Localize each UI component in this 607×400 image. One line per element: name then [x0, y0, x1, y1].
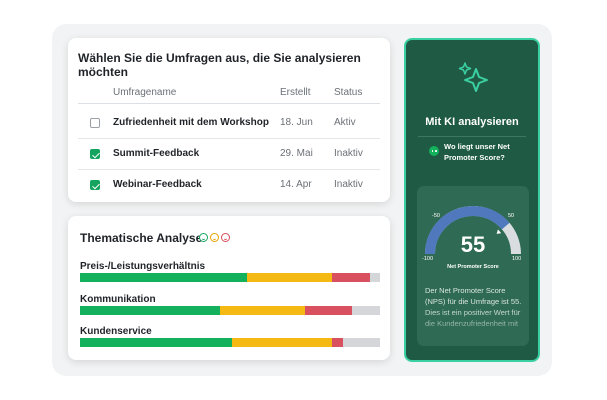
sentiment-bar	[80, 273, 380, 282]
column-header-created[interactable]: Erstellt	[280, 87, 311, 98]
gauge-tick-label: 50	[508, 213, 514, 219]
ai-panel-title: Mit KI analysieren	[425, 116, 519, 128]
thematic-analysis-title: Thematische Analyse	[80, 231, 203, 245]
negative-segment	[305, 306, 352, 315]
survey-selection-title: Wählen Sie die Umfragen aus, die Sie ana…	[78, 51, 361, 79]
survey-row[interactable]: Zufriedenheit mit dem Workshop 18. Jun A…	[78, 108, 380, 139]
positive-face-icon	[199, 233, 208, 242]
gauge-marker	[496, 229, 502, 234]
text-fade	[417, 308, 529, 346]
survey-status: Inaktiv	[334, 148, 363, 159]
neutral-segment	[231, 338, 332, 347]
column-header-status[interactable]: Status	[334, 87, 363, 98]
positive-segment	[80, 338, 232, 347]
sparkle-icon	[458, 62, 488, 92]
negative-face-icon	[221, 233, 230, 242]
ai-analysis-panel: Mit KI analysieren Wo liegt unser Net Pr…	[404, 38, 540, 362]
survey-name: Summit-Feedback	[113, 148, 200, 159]
topic-label: Kommunikation	[80, 294, 156, 305]
survey-status: Aktiv	[334, 117, 356, 128]
nps-gauge: -50 50 -100 100	[422, 206, 521, 262]
survey-row[interactable]: Webinar-Feedback 14. Apr Inaktiv	[78, 170, 380, 201]
gauge-fill	[425, 206, 510, 255]
negative-segment	[332, 273, 370, 282]
gauge-tick-label: -50	[432, 213, 440, 219]
divider	[418, 136, 526, 137]
positive-segment	[80, 306, 220, 315]
topic-label: Preis-/Leistungsverhältnis	[80, 261, 206, 272]
survey-created-date: 29. Mai	[280, 148, 313, 159]
gauge-tick-label: 100	[512, 256, 521, 262]
positive-segment	[80, 273, 247, 282]
survey-checkbox[interactable]	[90, 180, 100, 190]
nps-value: 55	[460, 232, 486, 257]
survey-status: Inaktiv	[334, 179, 363, 190]
sentiment-bar	[80, 338, 380, 347]
survey-table-header: Umfragename Erstellt Status	[78, 82, 380, 104]
survey-row[interactable]: Summit-Feedback 29. Mai Inaktiv	[78, 139, 380, 170]
thematic-analysis-card: Thematische Analyse Preis-/Leistungsverh…	[68, 216, 390, 360]
neutral-segment	[246, 273, 332, 282]
nps-caption: Net Promoter Score	[447, 264, 499, 270]
survey-name: Webinar-Feedback	[113, 179, 202, 190]
sentiment-bar	[80, 306, 380, 315]
survey-checkbox[interactable]	[90, 118, 100, 128]
survey-selection-card: Wählen Sie die Umfragen aus, die Sie ana…	[68, 38, 390, 202]
nps-result-card: -50 50 -100 100 55 Net Promoter Score De…	[417, 186, 529, 346]
gauge-tick-label: -100	[422, 256, 433, 262]
survey-name: Zufriedenheit mit dem Workshop	[113, 117, 269, 128]
survey-created-date: 14. Apr	[280, 179, 312, 190]
topic-label: Kundenservice	[80, 326, 152, 337]
ai-question[interactable]: Wo liegt unser Net Promoter Score?	[444, 142, 510, 162]
neutral-segment	[219, 306, 305, 315]
neutral-face-icon	[210, 233, 219, 242]
negative-segment	[332, 338, 343, 347]
survey-created-date: 18. Jun	[280, 117, 313, 128]
survey-checkbox[interactable]	[90, 149, 100, 159]
chat-bubble-icon	[429, 146, 439, 156]
column-header-name[interactable]: Umfragename	[113, 87, 177, 98]
